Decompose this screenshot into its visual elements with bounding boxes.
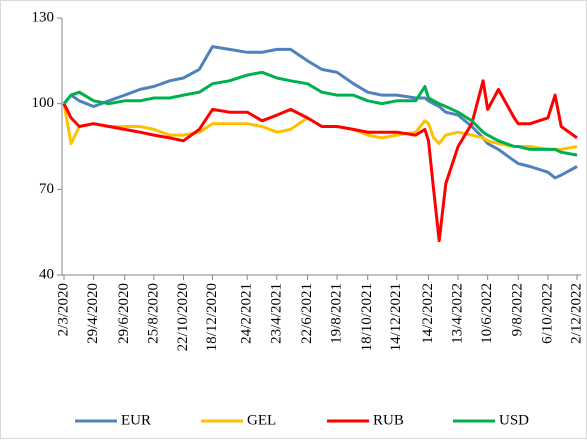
- series-line: [62, 70, 578, 157]
- y-tick-label: 130: [32, 9, 55, 25]
- x-tick-label: 2/3/2020: [55, 283, 71, 336]
- x-tick-label: 9/8/2022: [510, 283, 526, 336]
- legend-label: GEL: [247, 412, 276, 428]
- x-tick-label: 13/4/2022: [450, 283, 466, 344]
- x-tick-label: 2/12/2022: [568, 283, 584, 344]
- x-tick-label: 22/10/2020: [175, 283, 191, 351]
- y-tick-label: 100: [32, 95, 55, 111]
- x-tick-label: 25/8/2020: [145, 283, 161, 344]
- series-line: [62, 45, 578, 180]
- x-tick-label: 23/4/2021: [268, 283, 284, 344]
- x-tick-label: 6/10/2022: [539, 283, 555, 344]
- series-line: [62, 79, 578, 243]
- x-tick-label: 14/2/2022: [420, 283, 436, 344]
- x-tick-label: 29/6/2020: [116, 283, 132, 344]
- x-tick-label: 18/10/2021: [359, 283, 375, 351]
- legend-label: EUR: [121, 412, 151, 428]
- x-tick-label: 10/6/2022: [479, 283, 495, 344]
- legend-label: USD: [499, 412, 529, 428]
- y-tick-label: 40: [39, 266, 54, 282]
- x-tick-label: 29/4/2020: [85, 283, 101, 344]
- x-tick-label: 18/12/2020: [204, 283, 220, 351]
- x-tick-label: 14/12/2021: [388, 283, 404, 351]
- legend-label: RUB: [373, 412, 404, 428]
- x-tick-label: 24/2/2021: [239, 283, 255, 344]
- x-tick-label: 19/8/2021: [329, 283, 345, 344]
- y-tick-label: 70: [39, 181, 54, 197]
- x-tick-label: 22/6/2021: [299, 283, 315, 344]
